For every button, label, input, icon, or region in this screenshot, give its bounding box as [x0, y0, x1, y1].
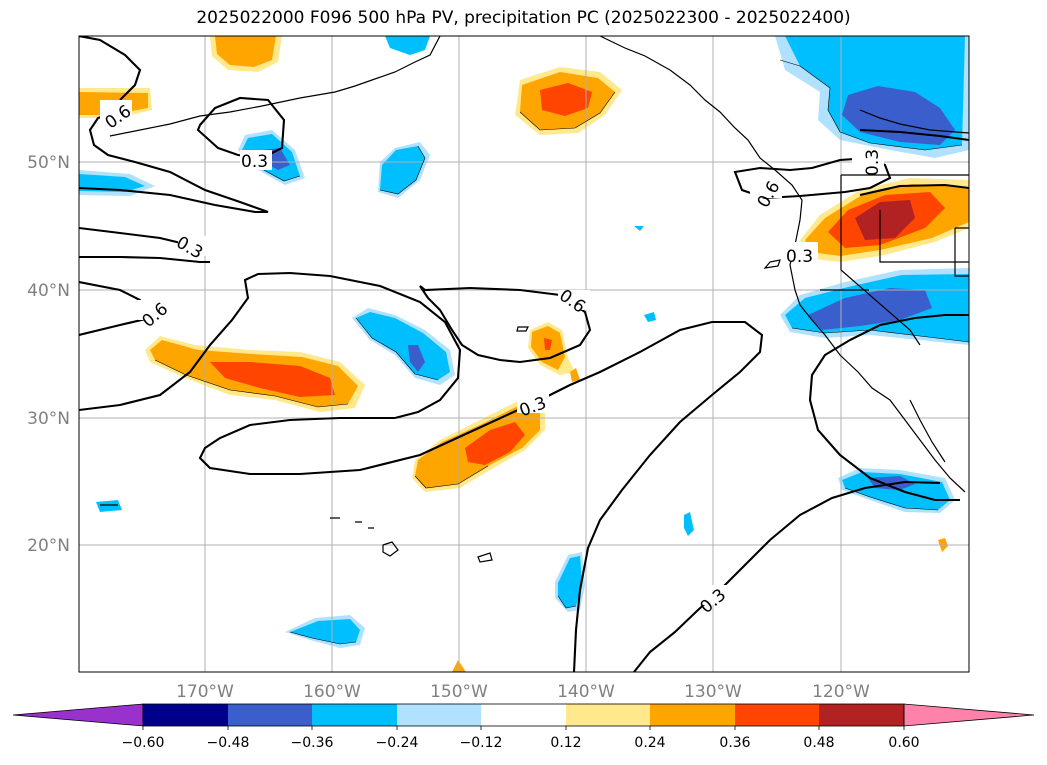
colorbar-tick-label: 0.48	[803, 735, 834, 751]
colorbar-tick-label: −0.36	[291, 735, 334, 751]
map-frame	[78, 35, 970, 673]
precip-negative-area	[290, 619, 360, 644]
precip-negative-area	[79, 174, 145, 192]
colorbar-tick-label: 0.24	[634, 735, 665, 751]
precip-negative-area	[356, 312, 450, 380]
colorbar-segment	[566, 704, 650, 726]
precip-positive-area	[540, 83, 592, 116]
colorbar-segment	[819, 704, 904, 726]
precip-negative-area	[644, 312, 656, 322]
precip-negative-area	[634, 226, 644, 231]
contour-label: 0.3	[241, 152, 268, 172]
precip-negative-area	[408, 345, 425, 372]
colorbar-segment	[650, 704, 735, 726]
colorbar-tick-label: −0.12	[460, 735, 503, 751]
colorbar-segment	[312, 704, 397, 726]
precip-negative-area	[385, 36, 430, 55]
precip-positive-area	[215, 36, 276, 67]
precip-positive-area	[210, 362, 335, 397]
precip-outlines	[154, 59, 969, 645]
colorbar: −0.60 −0.48 −0.36 −0.24 −0.12 0.12 0.24 …	[12, 703, 1035, 751]
colorbar-tick-label: 0.36	[719, 735, 750, 751]
colorbar-extend-min	[12, 703, 144, 727]
contour-label: 0.3	[786, 247, 813, 267]
colorbar-tick-label: −0.24	[376, 735, 419, 751]
precip-positive-area	[855, 200, 915, 240]
contour-label: 0.3	[863, 149, 883, 176]
lat-label: 20°N	[27, 536, 70, 556]
precip-negative-area	[96, 500, 122, 512]
precip-negative-area	[808, 288, 932, 330]
precip-negative-area	[684, 512, 694, 536]
colorbar-segment	[228, 704, 312, 726]
colorbar-segment	[481, 704, 566, 726]
lat-label: 40°N	[27, 281, 70, 301]
precip-positive-area	[570, 368, 580, 382]
pv-contours	[79, 36, 969, 672]
precip-shading	[79, 36, 969, 672]
colorbar-segment	[735, 704, 819, 726]
map-panel: 0.6 0.3 0.3 0.6 0.6 0.3 0.3 0.6 0.3 0.3	[79, 36, 969, 672]
lat-label: 50°N	[27, 153, 70, 173]
precip-negative-area	[558, 556, 582, 608]
precip-negative-area	[380, 146, 425, 194]
colorbar-segment	[397, 704, 481, 726]
latitude-labels: 50°N 40°N 30°N 20°N	[27, 153, 70, 556]
lon-label: 150°W	[430, 682, 488, 702]
lat-label: 30°N	[27, 409, 70, 429]
colorbar-tick-label: 0.60	[888, 735, 919, 751]
longitude-labels: 170°W 160°W 150°W 140°W 130°W 120°W	[176, 682, 870, 702]
colorbar-tick-label: −0.48	[207, 735, 250, 751]
colorbar-tick-label: 0.12	[550, 735, 581, 751]
precip-positive-area	[544, 338, 552, 350]
lon-label: 130°W	[684, 682, 742, 702]
colorbar-extend-max	[903, 703, 1035, 727]
colorbar-segment	[143, 704, 228, 726]
precip-positive-area	[465, 422, 525, 465]
map-title: 2025022000 F096 500 hPa PV, precipitatio…	[196, 8, 851, 28]
lon-label: 170°W	[176, 682, 234, 702]
lon-label: 160°W	[303, 682, 361, 702]
lon-label: 140°W	[557, 682, 615, 702]
colorbar-tick-label: −0.60	[122, 735, 165, 751]
lon-label: 120°W	[812, 682, 870, 702]
